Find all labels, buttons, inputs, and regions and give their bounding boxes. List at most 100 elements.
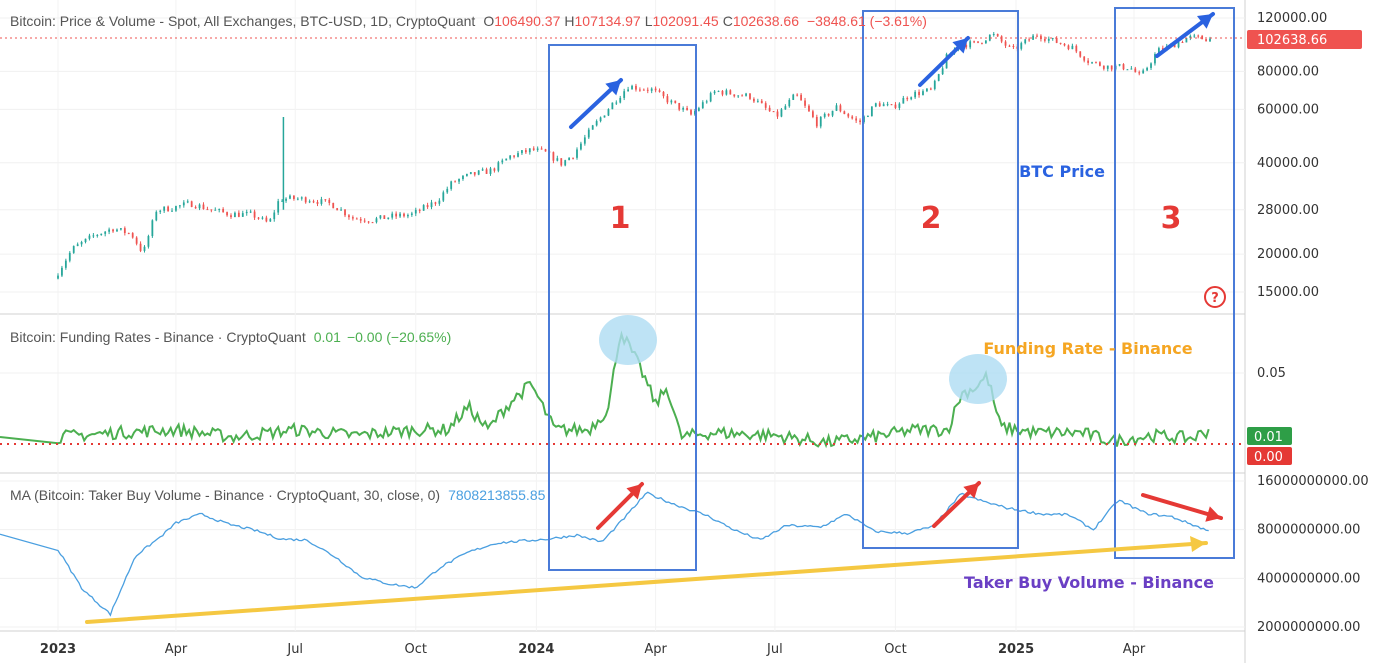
price-candle (580, 143, 582, 150)
price-candle (147, 236, 150, 247)
price-candle (410, 213, 413, 215)
price-candle (505, 158, 508, 161)
funding-legend[interactable]: Bitcoin: Funding Rates - Binance · Crypt… (10, 329, 451, 345)
price-candle (910, 97, 913, 100)
price-candle (552, 152, 555, 161)
price-candle (104, 231, 107, 234)
price-candle (513, 155, 515, 157)
price-candle (1051, 37, 1054, 39)
price-candle (756, 100, 759, 102)
volume-trend-arrow (85, 541, 1208, 624)
price-candle (454, 181, 457, 183)
price-candle (984, 40, 987, 44)
price-candle (572, 157, 574, 159)
volume-trend-arrow-3-head (1205, 506, 1221, 522)
price-candle (674, 100, 677, 103)
price-candle (627, 89, 630, 92)
price-candle (96, 234, 99, 236)
volume-legend[interactable]: MA (Bitcoin: Taker Buy Volume - Binance … (10, 487, 546, 503)
price-candle (383, 215, 386, 219)
price-candle (914, 91, 917, 98)
price-candle (442, 192, 445, 201)
price-candle (269, 219, 272, 222)
price-candle (218, 208, 221, 210)
help-icon[interactable]: ? (1204, 286, 1226, 308)
price-candle (536, 148, 539, 150)
funding-current-badge (1247, 427, 1292, 445)
price-candle (902, 98, 905, 104)
price-candle (662, 91, 665, 97)
price-y-tick: 15000.00 (1257, 285, 1319, 300)
price-candle (175, 206, 177, 211)
volume-trend-arrowhead (1190, 536, 1206, 552)
price-candle (859, 120, 861, 123)
price-candle (57, 275, 59, 279)
price-candle (375, 218, 378, 223)
price-candle (631, 85, 633, 90)
price-candle (556, 158, 559, 161)
price-candle (210, 209, 213, 211)
price-candle (1130, 68, 1133, 70)
price-candle (202, 204, 205, 210)
price-candle (308, 201, 311, 203)
price-candle (348, 215, 350, 218)
price-candle (800, 94, 802, 101)
price-candle (568, 157, 571, 161)
price-candle (792, 94, 795, 100)
price-candle (819, 116, 822, 127)
price-legend[interactable]: Bitcoin: Price & Volume - Spot, All Exch… (10, 13, 927, 29)
price-candle (788, 99, 791, 107)
volume-y-tick: 8000000000.00 (1257, 523, 1360, 538)
price-candle (426, 205, 429, 208)
price-candle (1126, 69, 1129, 71)
box-3-number: 3 (1161, 201, 1182, 236)
price-candle (851, 116, 854, 119)
x-tick-label: 2023 (40, 642, 76, 657)
price-candle (178, 205, 181, 207)
price-candle (564, 160, 567, 166)
price-candle (835, 105, 838, 111)
price-candle (713, 91, 716, 94)
price-candle (403, 213, 405, 217)
price-candle (576, 149, 578, 158)
price-candle (1106, 65, 1109, 69)
funding-spike-circle-1 (599, 315, 657, 365)
last-price-badge (1247, 30, 1362, 49)
price-candle (135, 237, 138, 244)
price-candle (1177, 42, 1180, 48)
price-candle (780, 109, 783, 117)
price-candle (753, 98, 755, 102)
price-candle (340, 209, 342, 211)
price-candle (198, 204, 201, 209)
btc-price-label: BTC Price (1019, 162, 1105, 181)
price-candle (1087, 60, 1090, 63)
price-candle (253, 211, 256, 218)
highlight-box-1 (548, 44, 697, 571)
price-candle (528, 148, 531, 153)
price-candle (815, 116, 818, 127)
price-candle (163, 206, 166, 211)
price-candle (670, 100, 673, 103)
price-candle (265, 217, 268, 222)
price-candle (395, 213, 398, 217)
price-candle (839, 105, 842, 112)
price-candle (1146, 67, 1148, 71)
volume-y-tick: 16000000000.00 (1257, 474, 1369, 489)
price-candle (367, 221, 370, 223)
price-candle (760, 100, 763, 104)
price-candle (139, 243, 142, 251)
price-candle (1205, 39, 1207, 42)
price-candle (611, 102, 614, 110)
price-candle (430, 202, 433, 208)
price-candle (206, 209, 209, 211)
price-candle (768, 107, 771, 112)
price-candle (1000, 36, 1003, 42)
price-candle (1181, 42, 1184, 44)
price-candle (804, 100, 806, 106)
volume-y-tick: 4000000000.00 (1257, 571, 1360, 586)
price-candle (1067, 45, 1070, 50)
price-candle (351, 217, 354, 219)
price-candle (1154, 54, 1156, 64)
price-candle (100, 233, 103, 235)
price-candle (120, 228, 122, 230)
